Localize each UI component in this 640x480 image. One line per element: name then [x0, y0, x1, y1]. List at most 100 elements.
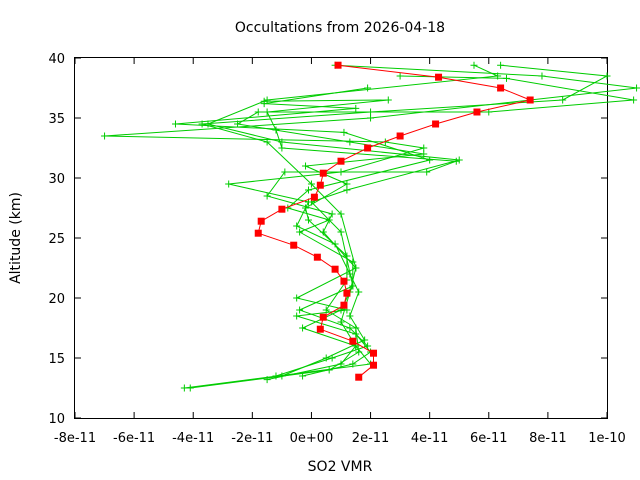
y-axis-label: Altitude (km) [8, 192, 24, 284]
profile-point [497, 61, 505, 69]
profile-point [367, 114, 375, 122]
profile-point [538, 72, 546, 80]
profile-point [328, 210, 336, 218]
y-tick-label: 10 [48, 412, 65, 427]
profile-point [263, 192, 271, 200]
profile-point [346, 324, 354, 332]
profile-point [302, 162, 310, 170]
mean-point [396, 132, 404, 140]
mean-point [278, 205, 286, 213]
profile-point [349, 282, 357, 290]
mean-point [319, 313, 327, 321]
mean-point [432, 120, 440, 128]
profile-point [263, 96, 271, 104]
profile-point [384, 96, 392, 104]
profile-series [101, 61, 640, 380]
profile-point [559, 96, 567, 104]
profile-point [281, 168, 289, 176]
profile-series [180, 61, 611, 392]
x-tick-label: 0e+00 [290, 431, 334, 446]
profile-point [304, 186, 312, 194]
mean-series [254, 61, 534, 381]
mean-point [349, 337, 357, 345]
mean-point [526, 96, 534, 104]
x-axis-label: SO2 VMR [308, 459, 373, 475]
profile-point [396, 72, 404, 80]
series-layer [101, 61, 640, 392]
y-axis-ticks: 10 15 20 25 30 35 40 [48, 52, 607, 427]
profile-point [355, 288, 363, 296]
profile-point [346, 270, 354, 278]
profile-point [254, 108, 262, 116]
x-tick-label: 1e-10 [588, 431, 626, 446]
profile-point [319, 228, 327, 236]
profile-point [630, 96, 638, 104]
y-tick-label: 15 [48, 352, 65, 367]
profile-series [204, 61, 502, 384]
mean-point [331, 265, 339, 273]
profile-point [352, 324, 360, 332]
profile-point [304, 216, 312, 224]
profile-point [337, 228, 345, 236]
profile-point [293, 294, 301, 302]
mean-point [473, 108, 481, 116]
profile-point [352, 330, 360, 338]
profile-point [171, 120, 179, 128]
y-tick-label: 40 [48, 52, 65, 67]
profile-point [299, 372, 307, 380]
profile-point [346, 312, 354, 320]
profile-point [278, 144, 286, 152]
profile-point [296, 306, 304, 314]
profile-point [455, 156, 463, 164]
profile-point [331, 240, 339, 248]
mean-point [316, 181, 324, 189]
profile-point [234, 120, 242, 128]
x-tick-label: -8e-11 [54, 431, 96, 446]
mean-point [337, 157, 345, 165]
mean-point [334, 61, 342, 69]
profile-point [352, 264, 360, 272]
mean-point [319, 169, 327, 177]
x-tick-label: 8e-11 [529, 431, 567, 446]
profile-point [420, 144, 428, 152]
mean-point [290, 241, 298, 249]
profile-point [340, 128, 348, 136]
x-tick-label: -6e-11 [113, 431, 155, 446]
profile-point [364, 84, 372, 92]
profile-point [470, 61, 478, 69]
profile-point [603, 72, 611, 80]
profile-point [293, 312, 301, 320]
mean-point [340, 301, 348, 309]
mean-point [310, 193, 318, 201]
mean-point [257, 217, 265, 225]
mean-point [316, 325, 324, 333]
x-axis-ticks: -8e-11 -6e-11 -4e-11 -2e-11 0e+00 2e-11 4e-11 6… [54, 58, 626, 446]
mean-point [343, 289, 351, 297]
y-tick-label: 30 [48, 172, 65, 187]
profile-point [180, 384, 188, 392]
profile-point [186, 384, 194, 392]
profile-point [263, 108, 271, 116]
profile-point [352, 104, 360, 112]
profile-point [343, 180, 351, 188]
mean-point [497, 84, 505, 92]
y-tick-label: 35 [48, 112, 65, 127]
profile-point [272, 372, 280, 380]
profile-point [343, 186, 351, 194]
chart-title: Occultations from 2026-04-18 [235, 20, 445, 36]
profile-point [225, 180, 233, 188]
profile-line [104, 64, 637, 377]
x-tick-label: 2e-11 [352, 431, 390, 446]
profile-point [452, 157, 460, 165]
profile-line [184, 64, 609, 389]
mean-point [254, 229, 262, 237]
profile-point [260, 97, 268, 105]
profile-point [302, 204, 310, 212]
mean-point [355, 373, 363, 381]
mean-point [340, 277, 348, 285]
y-tick-label: 20 [48, 292, 65, 307]
profile-point [420, 150, 428, 158]
profile-point [349, 360, 357, 368]
profile-point [503, 74, 511, 82]
profile-point [423, 168, 431, 176]
